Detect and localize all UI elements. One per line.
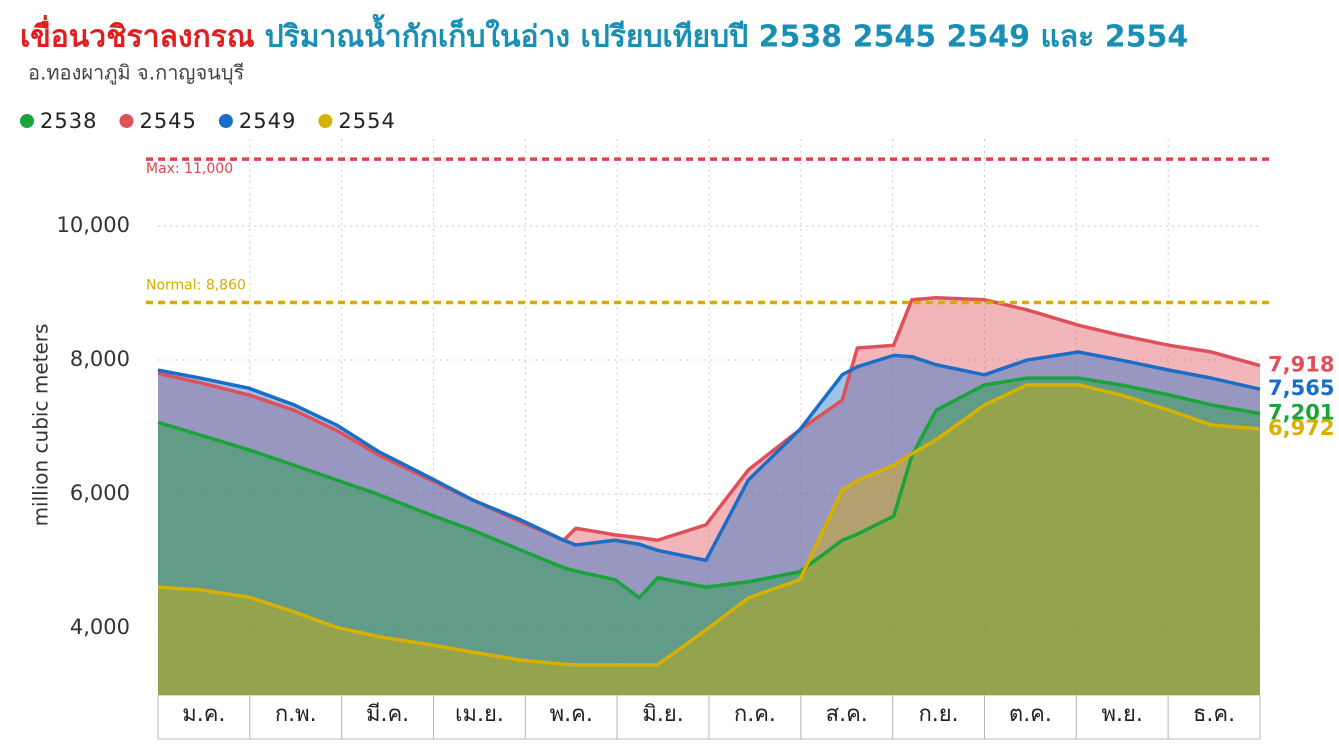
- legend-label: 2545: [139, 109, 196, 133]
- series-area: [158, 384, 1260, 695]
- month-box: [249, 694, 343, 740]
- caption: อ.ทองผาภูมิ จ.กาญจนบุรี: [28, 61, 245, 86]
- month-box: [524, 694, 618, 740]
- month-box: [1075, 694, 1169, 740]
- legend-marker: [318, 114, 333, 128]
- chart-title: เขื่อนวชิราลงกรณ: [20, 15, 255, 55]
- month-box: [1167, 694, 1261, 740]
- y-tick-label: 4,000: [70, 615, 130, 639]
- reference-label: Normal: 8,860: [146, 277, 246, 293]
- series-area: [158, 378, 1260, 695]
- y-tick-label: 8,000: [70, 347, 130, 371]
- legend-label: 2538: [40, 109, 97, 133]
- series-area: [158, 297, 1260, 695]
- x-tick-label: ส.ค.: [826, 702, 868, 727]
- end-value-label: 7,918: [1268, 353, 1334, 377]
- reference-label: Max: 11,000: [146, 161, 233, 177]
- series-line: [157, 296, 1261, 543]
- end-value-label: 6,972: [1268, 416, 1334, 440]
- x-tick-label: ต.ค.: [1009, 702, 1052, 727]
- month-box: [616, 694, 710, 740]
- series-area: [158, 352, 1260, 695]
- chart-subtitle: ปริมาณน้ำกักเก็บในอ่าง เปรียบเทียบปี 253…: [265, 14, 1189, 55]
- x-tick-label: ธ.ค.: [1193, 702, 1235, 727]
- end-value-label: 7,201: [1268, 401, 1334, 425]
- y-tick-label: 10,000: [57, 213, 130, 237]
- x-tick-label: มี.ค.: [366, 702, 409, 727]
- legend-marker: [119, 114, 134, 128]
- series-line: [157, 376, 1261, 600]
- month-box: [984, 694, 1077, 740]
- month-box: [433, 694, 526, 740]
- x-tick-label: ก.พ.: [275, 702, 317, 727]
- x-tick-label: พ.ย.: [1102, 702, 1143, 727]
- legend-label: 2554: [338, 109, 395, 133]
- legend-label: 2549: [239, 109, 296, 133]
- legend-marker: [20, 114, 34, 128]
- legend-marker: [218, 114, 233, 128]
- x-tick-label: เม.ย.: [455, 702, 504, 727]
- x-tick-label: มิ.ย.: [642, 702, 683, 727]
- series-line: [157, 383, 1261, 667]
- month-box: [341, 694, 434, 740]
- month-box: [157, 694, 251, 740]
- series-line: [157, 350, 1261, 563]
- x-tick-label: ก.ย.: [918, 702, 958, 727]
- month-box: [800, 694, 894, 740]
- end-value-label: 7,565: [1268, 376, 1334, 400]
- x-tick-label: พ.ค.: [550, 702, 593, 727]
- y-tick-label: 6,000: [70, 481, 130, 505]
- x-tick-label: ม.ค.: [182, 702, 225, 727]
- x-tick-label: ก.ค.: [734, 702, 776, 727]
- y-axis-label: million cubic meters: [29, 324, 53, 527]
